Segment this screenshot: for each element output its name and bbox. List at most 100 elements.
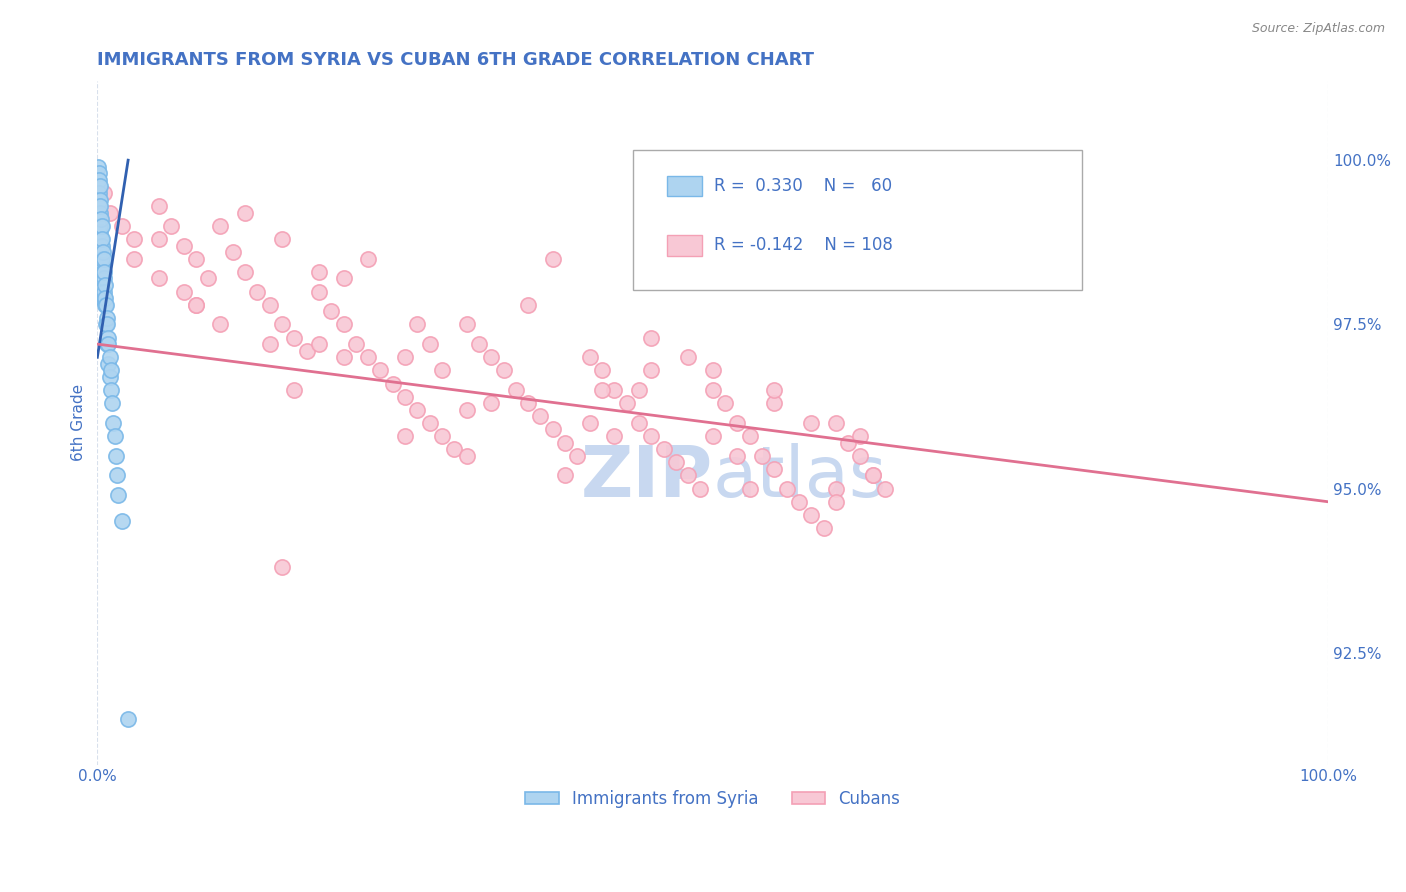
- Point: [222, 245, 245, 260]
- Point: [87, 193, 110, 207]
- Point: [529, 409, 551, 424]
- Point: [775, 482, 797, 496]
- Point: [308, 337, 330, 351]
- Point: [246, 285, 269, 299]
- Point: [87, 205, 110, 219]
- Point: [90, 212, 112, 227]
- Text: R = -0.142    N = 108: R = -0.142 N = 108: [714, 236, 893, 254]
- Text: Source: ZipAtlas.com: Source: ZipAtlas.com: [1251, 22, 1385, 36]
- Point: [259, 298, 281, 312]
- Point: [554, 435, 576, 450]
- Point: [184, 252, 207, 266]
- Point: [91, 291, 114, 305]
- Point: [93, 265, 115, 279]
- Point: [233, 205, 256, 219]
- Point: [111, 219, 134, 233]
- Point: [479, 350, 502, 364]
- Point: [492, 363, 515, 377]
- Point: [271, 318, 294, 332]
- Point: [87, 160, 110, 174]
- Point: [787, 495, 810, 509]
- Point: [271, 232, 294, 246]
- Point: [738, 482, 761, 496]
- Point: [665, 455, 688, 469]
- Point: [813, 521, 835, 535]
- Point: [370, 363, 392, 377]
- FancyBboxPatch shape: [668, 176, 702, 196]
- Point: [117, 712, 139, 726]
- Point: [725, 449, 748, 463]
- Point: [89, 226, 111, 240]
- Point: [456, 402, 478, 417]
- Point: [800, 416, 823, 430]
- Point: [89, 219, 111, 233]
- Point: [332, 350, 354, 364]
- Point: [554, 468, 576, 483]
- Text: atlas: atlas: [713, 443, 887, 512]
- Text: R =  0.330    N =   60: R = 0.330 N = 60: [714, 177, 891, 194]
- Point: [90, 238, 112, 252]
- Point: [702, 383, 724, 397]
- Point: [89, 219, 111, 233]
- FancyBboxPatch shape: [633, 150, 1083, 290]
- Point: [93, 291, 115, 305]
- Point: [603, 383, 626, 397]
- Point: [89, 173, 111, 187]
- Point: [578, 416, 600, 430]
- Point: [505, 383, 527, 397]
- Point: [394, 390, 416, 404]
- Point: [738, 429, 761, 443]
- Point: [517, 396, 540, 410]
- Point: [91, 232, 114, 246]
- Y-axis label: 6th Grade: 6th Grade: [72, 384, 86, 461]
- Point: [97, 357, 120, 371]
- Point: [91, 271, 114, 285]
- Point: [89, 193, 111, 207]
- Point: [419, 416, 441, 430]
- Point: [93, 186, 115, 200]
- Point: [430, 429, 453, 443]
- Point: [800, 508, 823, 522]
- Point: [332, 271, 354, 285]
- Point: [124, 252, 146, 266]
- Point: [173, 238, 195, 252]
- Point: [209, 318, 232, 332]
- Point: [837, 435, 859, 450]
- Point: [90, 232, 112, 246]
- Point: [430, 363, 453, 377]
- Point: [676, 350, 699, 364]
- Point: [714, 396, 737, 410]
- Point: [702, 363, 724, 377]
- Point: [90, 271, 112, 285]
- Point: [406, 318, 429, 332]
- Point: [824, 482, 846, 496]
- Point: [184, 298, 207, 312]
- Point: [98, 370, 121, 384]
- Point: [541, 423, 564, 437]
- Point: [90, 219, 112, 233]
- Point: [271, 560, 294, 574]
- Point: [676, 468, 699, 483]
- Point: [763, 462, 786, 476]
- Point: [89, 205, 111, 219]
- Text: IMMIGRANTS FROM SYRIA VS CUBAN 6TH GRADE CORRELATION CHART: IMMIGRANTS FROM SYRIA VS CUBAN 6TH GRADE…: [97, 51, 814, 69]
- Point: [184, 298, 207, 312]
- Point: [98, 350, 121, 364]
- Point: [103, 429, 125, 443]
- Point: [91, 245, 114, 260]
- Point: [517, 298, 540, 312]
- Point: [107, 488, 129, 502]
- Point: [89, 199, 111, 213]
- Point: [94, 291, 117, 305]
- Point: [97, 330, 120, 344]
- Point: [541, 252, 564, 266]
- Point: [91, 252, 114, 266]
- Point: [160, 219, 183, 233]
- Point: [394, 350, 416, 364]
- Point: [308, 285, 330, 299]
- Point: [763, 383, 786, 397]
- Point: [702, 429, 724, 443]
- Point: [849, 449, 872, 463]
- Point: [89, 186, 111, 200]
- Point: [873, 482, 896, 496]
